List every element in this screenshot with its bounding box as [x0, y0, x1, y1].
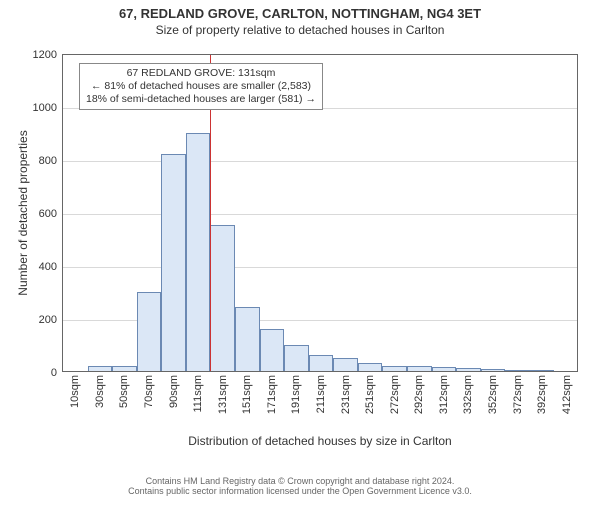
x-tick-label: 111sqm — [192, 375, 204, 413]
y-tick-label: 1000 — [33, 102, 57, 114]
histogram-bar — [88, 366, 113, 371]
histogram-bar — [358, 363, 383, 371]
y-tick-label: 1200 — [33, 49, 57, 61]
histogram-bar — [309, 355, 334, 371]
x-tick-label: 412sqm — [561, 375, 573, 414]
y-tick-label: 0 — [51, 367, 57, 379]
histogram-bar — [260, 329, 285, 371]
histogram-bar — [137, 292, 162, 372]
x-tick-label: 131sqm — [217, 375, 229, 414]
x-tick-label: 211sqm — [315, 375, 327, 413]
histogram-bar — [505, 370, 530, 371]
x-tick-label: 151sqm — [241, 375, 253, 414]
x-tick-label: 272sqm — [389, 375, 401, 414]
histogram-bar — [112, 366, 137, 371]
x-tick-label: 372sqm — [512, 375, 524, 414]
histogram-bar — [210, 225, 235, 371]
x-tick-label: 231sqm — [340, 375, 352, 414]
x-tick-label: 90sqm — [168, 375, 180, 408]
x-tick-label: 70sqm — [143, 375, 155, 408]
annotation-line-1: 67 REDLAND GROVE: 131sqm — [86, 67, 316, 80]
histogram-bar — [432, 367, 457, 371]
histogram-bar — [284, 345, 309, 372]
y-tick-label: 400 — [39, 261, 57, 273]
x-tick-label: 352sqm — [487, 375, 499, 414]
histogram-bar — [456, 368, 481, 371]
y-tick-label: 600 — [39, 208, 57, 220]
histogram-bar — [382, 366, 407, 371]
histogram-bar — [235, 307, 260, 371]
x-tick-label: 191sqm — [290, 375, 302, 414]
histogram-bar — [161, 154, 186, 371]
y-tick-label: 200 — [39, 314, 57, 326]
y-axis-label: Number of detached properties — [16, 54, 30, 372]
histogram-bar — [186, 133, 211, 372]
x-tick-label: 251sqm — [364, 375, 376, 414]
x-tick-label: 30sqm — [94, 375, 106, 408]
x-tick-label: 392sqm — [536, 375, 548, 414]
x-tick-label: 50sqm — [118, 375, 130, 408]
x-tick-label: 332sqm — [462, 375, 474, 414]
x-tick-label: 10sqm — [69, 375, 81, 408]
chart-plot-area: 67 REDLAND GROVE: 131sqm ← 81% of detach… — [62, 54, 578, 372]
x-tick-label: 292sqm — [413, 375, 425, 414]
y-tick-label: 800 — [39, 155, 57, 167]
chart-title: 67, REDLAND GROVE, CARLTON, NOTTINGHAM, … — [0, 6, 600, 21]
gridline — [63, 267, 577, 268]
annotation-line-2: ← 81% of detached houses are smaller (2,… — [86, 80, 316, 93]
x-axis-label: Distribution of detached houses by size … — [62, 434, 578, 448]
gridline — [63, 161, 577, 162]
footer-attribution: Contains HM Land Registry data © Crown c… — [0, 476, 600, 496]
annotation-line-3: 18% of semi-detached houses are larger (… — [86, 93, 316, 106]
chart-subtitle: Size of property relative to detached ho… — [0, 23, 600, 37]
histogram-bar — [407, 366, 432, 371]
histogram-bar — [333, 358, 358, 371]
histogram-bar — [530, 370, 555, 371]
x-tick-label: 312sqm — [438, 375, 450, 414]
gridline — [63, 214, 577, 215]
x-tick-label: 171sqm — [266, 375, 278, 414]
annotation-box: 67 REDLAND GROVE: 131sqm ← 81% of detach… — [79, 63, 323, 110]
histogram-bar — [481, 369, 506, 371]
